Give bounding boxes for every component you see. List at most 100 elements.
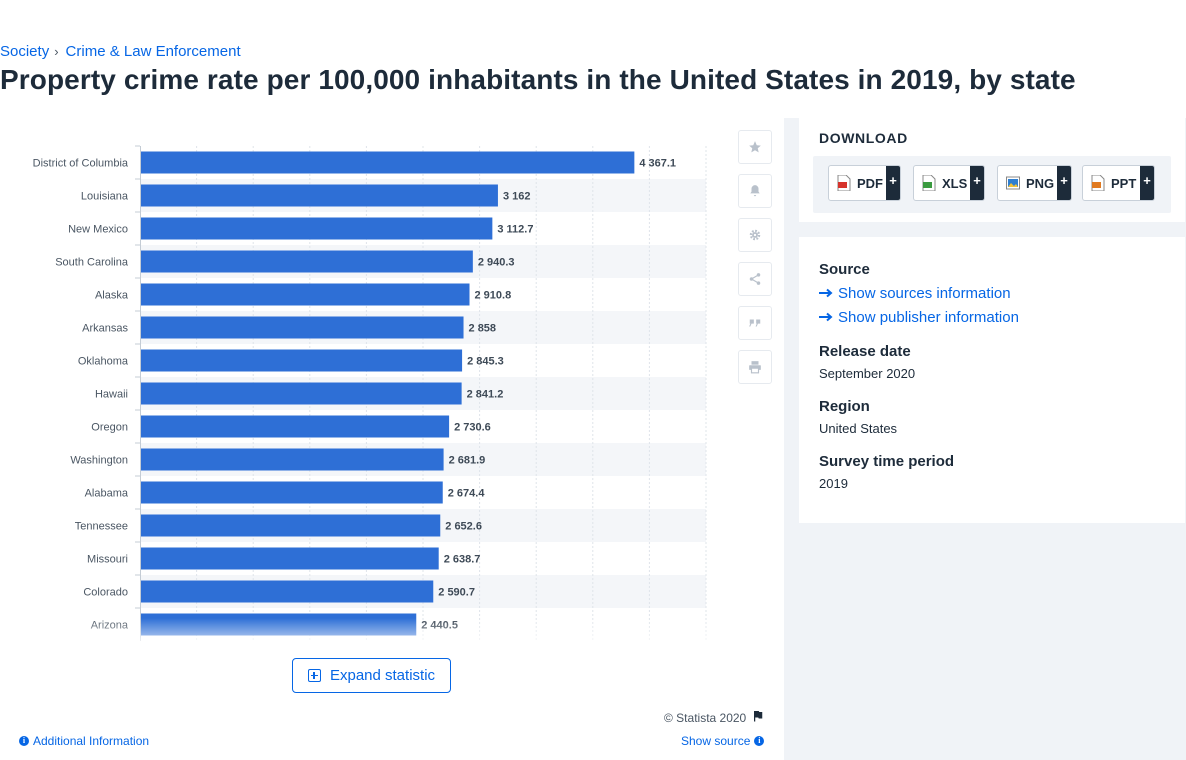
region-value: United States	[819, 421, 898, 436]
download-ppt-label: PPT	[1111, 175, 1137, 191]
data-label: 2 730.6	[454, 422, 491, 434]
chart-toolbar	[738, 130, 772, 394]
data-label: 2 638.7	[444, 554, 481, 566]
star-icon[interactable]	[738, 130, 772, 164]
download-xls-button[interactable]: XLS +	[913, 165, 985, 201]
category-label: New Mexico	[68, 224, 128, 236]
xls-icon	[922, 174, 936, 192]
category-label: Oklahoma	[78, 356, 129, 368]
bar	[141, 184, 498, 207]
bar	[141, 415, 450, 438]
download-card: DOWNLOAD PDF + XLS + PNG + P	[799, 118, 1185, 222]
bar	[141, 250, 473, 273]
source-card: Source Show sources information Show pub…	[799, 237, 1185, 523]
data-label: 2 858	[469, 323, 497, 335]
expand-icon	[307, 669, 321, 682]
download-pdf-more[interactable]: +	[886, 166, 900, 200]
download-png-label: PNG	[1026, 175, 1055, 191]
bar	[141, 481, 443, 504]
arrow-right-icon	[819, 309, 833, 326]
quote-icon[interactable]	[738, 306, 772, 340]
bar-chart: District of Columbia 4 367.1 Louisiana 3 16…	[33, 145, 707, 641]
info-icon: i	[19, 736, 29, 746]
print-icon[interactable]	[738, 350, 772, 384]
chart-card: District of Columbia 4 367.1 Louisiana 3 16…	[0, 118, 784, 760]
show-publisher-link[interactable]: Show publisher information	[819, 309, 1019, 326]
expand-statistic-button[interactable]: Expand statistic	[292, 658, 451, 693]
chart-fade-overlay	[0, 618, 710, 648]
show-source-label: Show source	[681, 734, 751, 748]
download-pdf-button[interactable]: PDF +	[828, 165, 901, 201]
bar	[141, 217, 493, 240]
download-png-button[interactable]: PNG +	[997, 165, 1072, 201]
breadcrumb: Society › Crime & Law Enforcement	[0, 43, 241, 60]
category-label: Alaska	[95, 290, 129, 302]
survey-period-heading: Survey time period	[819, 453, 955, 470]
data-label: 2 652.6	[445, 521, 482, 533]
flag-icon[interactable]	[752, 710, 764, 725]
png-icon	[1006, 175, 1020, 191]
breadcrumb-society[interactable]: Society	[0, 43, 50, 60]
breadcrumb-separator: ›	[54, 44, 59, 59]
data-label: 3 162	[503, 191, 531, 203]
download-xls-label: XLS	[942, 175, 968, 191]
bar	[141, 580, 434, 603]
category-label: Missouri	[87, 554, 128, 566]
survey-period-value: 2019	[819, 476, 848, 491]
copyright-text: © Statista 2020	[664, 710, 747, 725]
download-ppt-button[interactable]: PPT +	[1082, 165, 1155, 201]
bar	[141, 349, 463, 372]
gear-icon[interactable]	[738, 218, 772, 252]
page-title: Property crime rate per 100,000 inhabita…	[0, 64, 1076, 95]
category-label: District of Columbia	[33, 158, 129, 170]
ppt-icon	[1091, 174, 1105, 192]
data-label: 2 940.3	[478, 257, 515, 269]
data-label: 2 841.2	[467, 389, 504, 401]
bar	[141, 514, 441, 537]
category-label: Alabama	[85, 488, 129, 500]
category-label: Louisiana	[81, 191, 129, 203]
download-png-more[interactable]: +	[1057, 166, 1071, 200]
bell-icon[interactable]	[738, 174, 772, 208]
data-label: 2 910.8	[475, 290, 512, 302]
category-label: Oregon	[91, 422, 128, 434]
data-label: 2 681.9	[449, 455, 486, 467]
download-xls-more[interactable]: +	[970, 166, 984, 200]
data-label: 2 845.3	[467, 356, 504, 368]
category-label: Arkansas	[82, 323, 128, 335]
bar	[141, 283, 470, 306]
category-label: Washington	[70, 455, 128, 467]
show-source-link[interactable]: Show source i	[681, 734, 765, 748]
category-label: Hawaii	[95, 389, 128, 401]
bar	[141, 151, 635, 174]
release-date-value: September 2020	[819, 366, 916, 381]
source-heading: Source	[819, 261, 870, 278]
copyright: © Statista 2020	[664, 710, 764, 725]
download-ppt-more[interactable]: +	[1140, 166, 1154, 200]
pdf-icon	[837, 174, 851, 192]
data-label: 2 590.7	[438, 587, 475, 599]
data-label: 3 112.7	[497, 224, 533, 236]
release-date-heading: Release date	[819, 343, 911, 360]
expand-statistic-label: Expand statistic	[329, 667, 436, 684]
download-pdf-label: PDF	[857, 175, 883, 191]
breadcrumb-crime-law[interactable]: Crime & Law Enforcement	[65, 43, 241, 60]
download-panel: PDF + XLS + PNG + PPT +	[813, 156, 1171, 213]
share-icon[interactable]	[738, 262, 772, 296]
additional-information-label: Additional Information	[33, 734, 150, 748]
info-icon: i	[754, 736, 765, 746]
show-publisher-label: Show publisher information	[838, 309, 1019, 326]
category-label: Colorado	[83, 587, 128, 599]
data-label: 2 674.4	[448, 488, 486, 500]
data-label: 4 367.1	[639, 158, 676, 170]
show-sources-label: Show sources information	[838, 285, 1011, 302]
additional-information-link[interactable]: i Additional Information	[19, 734, 149, 748]
region-heading: Region	[819, 398, 870, 415]
show-sources-link[interactable]: Show sources information	[819, 285, 1011, 302]
bar	[141, 547, 439, 570]
page-header	[0, 0, 1186, 118]
bar	[141, 448, 444, 471]
arrow-right-icon	[819, 285, 833, 302]
category-label: South Carolina	[55, 257, 129, 269]
bar	[141, 382, 462, 405]
